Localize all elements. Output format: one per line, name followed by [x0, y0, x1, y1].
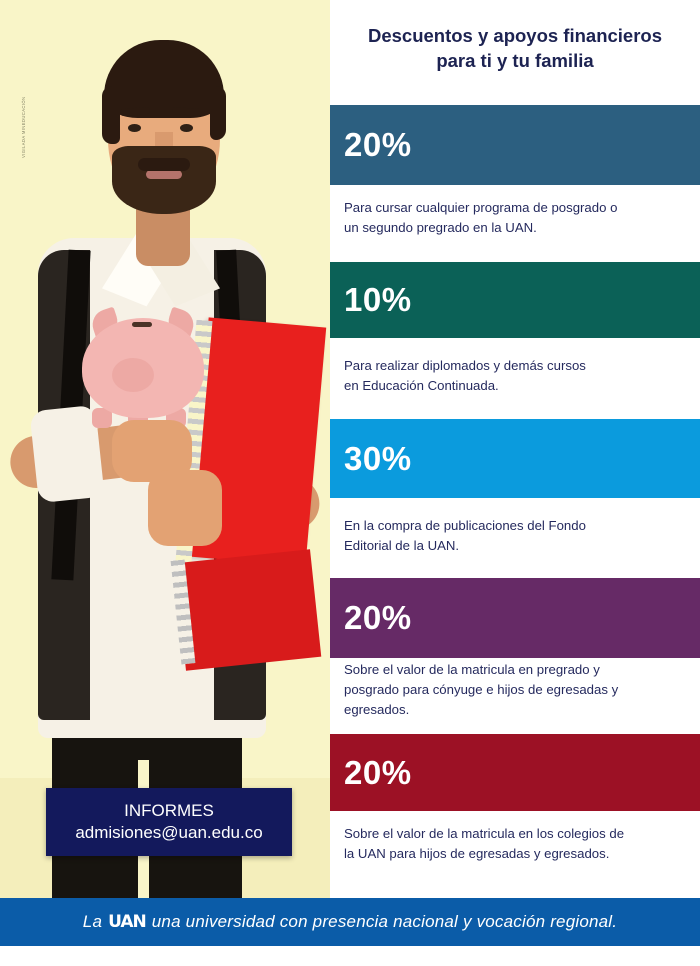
benefit-4-line-1: Sobre el valor de la matricula en pregra… [344, 662, 600, 677]
piggy-snout [112, 358, 154, 392]
benefit-band-4: 20% [330, 578, 700, 658]
benefit-description-2: Para realizar diplomados y demás cursos … [330, 350, 700, 412]
eye-right [180, 124, 193, 132]
contact-box[interactable]: INFORMES admisiones@uan.edu.co [46, 788, 292, 856]
benefit-percent-1: 20% [344, 126, 412, 163]
benefit-5-line-1: Sobre el valor de la matricula en los co… [344, 826, 625, 841]
benefit-percent-5: 20% [344, 753, 412, 791]
mouth [146, 170, 182, 179]
benefit-description-3: En la compra de publicaciones del Fondo … [330, 510, 700, 572]
benefit-5-line-2: la UAN para hijos de egresadas y egresad… [344, 845, 610, 861]
contact-email[interactable]: admisiones@uan.edu.co [75, 823, 263, 842]
benefits-column: Descuentos y apoyos financieros para ti … [330, 0, 700, 898]
benefit-description-1: Para cursar cualquier programa de posgra… [330, 192, 700, 254]
benefit-1-line-2: un segundo pregrado en la UAN. [344, 219, 537, 235]
contact-heading: INFORMES [124, 800, 214, 820]
benefit-percent-4: 20% [344, 599, 412, 636]
benefit-1-line-1: Para cursar cualquier programa de posgra… [344, 200, 618, 215]
benefit-3-line-1: En la compra de publicaciones del Fondo [344, 518, 586, 533]
footer-tagline-text: una universidad con presencia nacional y… [151, 912, 618, 931]
page-title-line-2: para ti y tu familia [436, 49, 594, 71]
benefit-2-line-2: en Educación Continuada. [344, 377, 499, 393]
benefit-band-1: 20% [330, 105, 700, 185]
benefit-description-4: Sobre el valor de la matricula en pregra… [330, 658, 700, 736]
piggy-coin-slot [132, 322, 152, 327]
mustache [138, 158, 190, 171]
beard [112, 146, 216, 214]
uan-logo: UAN [108, 912, 147, 932]
benefit-description-5: Sobre el valor de la matricula en los co… [330, 818, 700, 878]
footer-bar: La UAN una universidad con presencia nac… [0, 898, 700, 946]
piggy-leg-1 [92, 408, 112, 428]
benefit-2-line-1: Para realizar diplomados y demás cursos [344, 358, 586, 373]
footer-tagline: La UAN una universidad con presencia nac… [83, 912, 617, 932]
student-photo: VIGILADA MINEDUCACIÓN [0, 0, 330, 898]
hand-right [148, 470, 222, 546]
footer-bottom-strip [0, 946, 700, 966]
benefit-band-5: 20% [330, 734, 700, 811]
benefit-3-line-2: Editorial de la UAN. [344, 537, 460, 553]
hair-side-right [210, 86, 226, 140]
footer-prefix: La [82, 912, 103, 931]
eye-left [128, 124, 141, 132]
page-title: Descuentos y apoyos financieros para ti … [330, 24, 700, 74]
benefit-band-3: 30% [330, 419, 700, 498]
person-illustration [0, 0, 330, 898]
benefit-4-line-2: posgrado para cónyuge e hijos de egresad… [344, 681, 619, 697]
benefit-band-2: 10% [330, 262, 700, 338]
benefit-percent-3: 30% [344, 439, 412, 477]
benefit-4-line-3: egresados. [344, 701, 410, 717]
hair [104, 40, 224, 118]
red-notebook-lower [174, 549, 322, 671]
page-title-line-1: Descuentos y apoyos financieros [367, 25, 663, 46]
hair-side-left [102, 86, 120, 144]
vigilada-mineducacion-watermark: VIGILADA MINEDUCACIÓN [21, 96, 26, 158]
benefit-percent-2: 10% [344, 281, 412, 318]
